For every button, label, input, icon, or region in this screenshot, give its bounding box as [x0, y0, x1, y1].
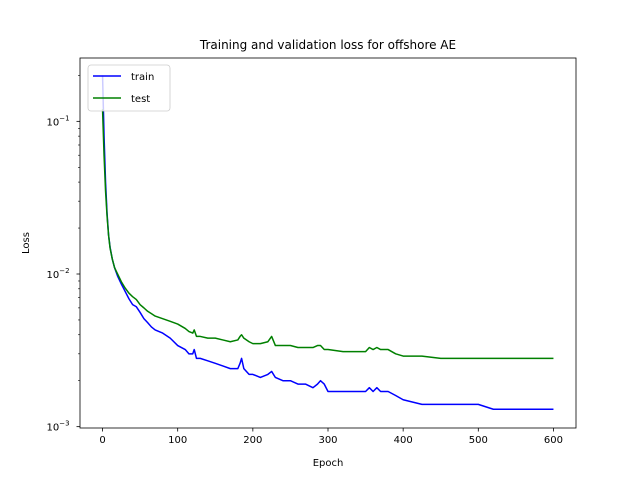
x-tick-label: 400 [394, 435, 413, 446]
x-tick-label: 0 [99, 435, 105, 446]
series-line-train [101, 75, 554, 411]
y-tick-label: 10−2 [46, 267, 69, 281]
y-axis-label: Loss [21, 232, 32, 254]
chart-title: Training and validation loss for offshor… [199, 38, 456, 52]
y-tick-label: 10−3 [46, 420, 69, 434]
legend: train test [87, 64, 171, 112]
x-tick-label: 500 [469, 435, 488, 446]
plot-area [101, 75, 554, 411]
x-axis-label: Epoch [313, 458, 344, 469]
legend-label-test: test [131, 94, 150, 105]
series-line-test [101, 109, 554, 360]
legend-box [87, 64, 171, 112]
x-tick-label: 600 [544, 435, 563, 446]
x-tick-label: 300 [318, 435, 337, 446]
legend-label-train: train [131, 72, 154, 83]
x-axis: 0 100 200 300 400 500 600 [99, 428, 563, 446]
x-tick-label: 100 [168, 435, 187, 446]
y-tick-label: 10−1 [46, 114, 69, 128]
y-axis: 10−3 10−2 10−1 [46, 75, 80, 434]
x-tick-label: 200 [243, 435, 262, 446]
